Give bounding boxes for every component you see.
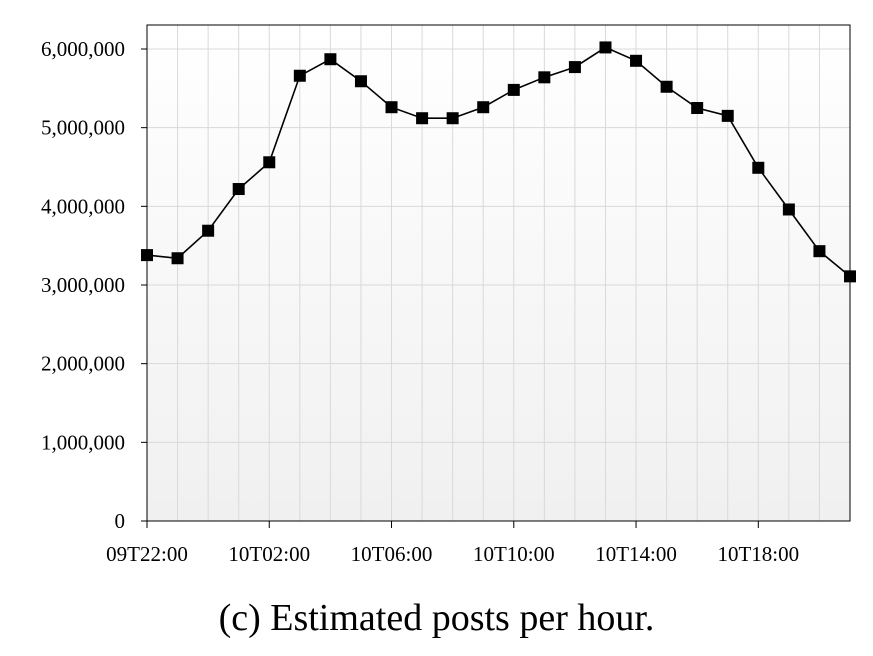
data-point-marker <box>752 161 765 174</box>
data-point-marker <box>293 69 306 82</box>
x-tick-label: 10T18:00 <box>717 542 799 566</box>
x-tick-label: 10T06:00 <box>351 542 433 566</box>
x-tick-label: 10T02:00 <box>228 542 310 566</box>
x-tick-label: 10T14:00 <box>595 542 677 566</box>
x-tick-label: 09T22:00 <box>106 542 188 566</box>
y-tick-label: 5,000,000 <box>41 116 125 140</box>
grid <box>147 25 851 521</box>
series-line <box>141 41 856 283</box>
data-point-marker <box>599 41 612 54</box>
plot-area <box>147 25 850 521</box>
y-tick-label: 1,000,000 <box>41 430 125 454</box>
chart: 0 1,000,000 2,000,000 3,000,000 4,000,000 5,0… <box>41 24 856 566</box>
data-point-marker <box>660 80 673 93</box>
y-tick-label: 4,000,000 <box>41 194 125 218</box>
data-point-marker <box>844 270 856 283</box>
data-point-marker <box>263 156 276 169</box>
data-point-marker <box>202 224 215 237</box>
data-point-marker <box>538 71 551 84</box>
data-point-marker <box>446 112 459 125</box>
data-point-marker <box>416 112 429 125</box>
data-point-marker <box>477 101 490 114</box>
data-point-marker <box>324 53 337 66</box>
data-point-marker <box>354 75 367 88</box>
data-point-marker <box>630 54 643 67</box>
y-tick-label: 0 <box>115 509 126 533</box>
figure-caption: (c) Estimated posts per hour. <box>218 597 655 639</box>
data-point-marker <box>568 61 581 74</box>
x-tick-label: 10T10:00 <box>473 542 555 566</box>
data-point-marker <box>507 83 520 96</box>
data-point-marker <box>171 252 184 265</box>
data-point-marker <box>782 203 795 216</box>
axes: 0 1,000,000 2,000,000 3,000,000 4,000,000 5,0… <box>41 37 799 566</box>
y-tick-label: 3,000,000 <box>41 273 125 297</box>
y-tick-label: 6,000,000 <box>41 37 125 61</box>
data-point-marker <box>385 101 398 114</box>
data-point-marker <box>141 249 153 262</box>
y-tick-label: 2,000,000 <box>41 352 125 376</box>
data-point-marker <box>691 102 704 114</box>
data-point-marker <box>232 183 245 196</box>
data-point-marker <box>721 109 734 122</box>
data-point-marker <box>813 245 826 258</box>
